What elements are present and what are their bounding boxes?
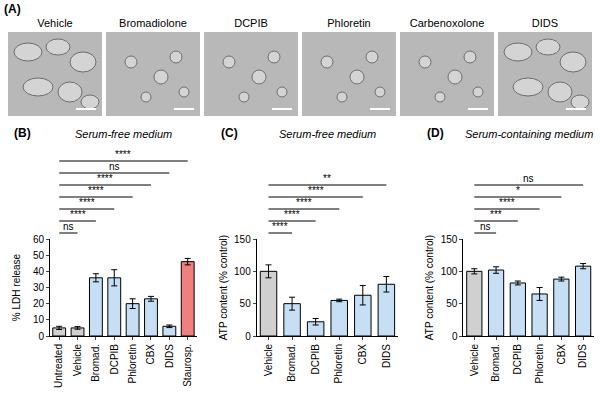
svg-text:****: **** bbox=[79, 197, 95, 208]
svg-text:****: **** bbox=[308, 185, 324, 196]
svg-text:ns: ns bbox=[109, 161, 120, 172]
svg-text:**: ** bbox=[323, 173, 331, 184]
svg-text:CBX: CBX bbox=[145, 344, 156, 365]
svg-text:Untreated: Untreated bbox=[53, 344, 64, 388]
svg-text:30: 30 bbox=[33, 282, 45, 293]
svg-text:***: *** bbox=[490, 209, 502, 220]
svg-text:Serum-free medium: Serum-free medium bbox=[279, 128, 376, 140]
svg-text:150: 150 bbox=[441, 234, 458, 245]
svg-text:Bromad.: Bromad. bbox=[90, 344, 101, 382]
svg-text:Vehicle: Vehicle bbox=[469, 344, 480, 377]
svg-text:****: **** bbox=[296, 197, 312, 208]
svg-text:Serum-free medium: Serum-free medium bbox=[75, 128, 172, 140]
svg-text:ATP content (% control): ATP content (% control) bbox=[424, 235, 435, 340]
svg-text:50: 50 bbox=[446, 298, 458, 309]
svg-text:Vehicle: Vehicle bbox=[37, 17, 72, 29]
svg-text:ns: ns bbox=[480, 221, 491, 232]
svg-text:% LDH release: % LDH release bbox=[11, 253, 22, 321]
svg-text:DIDS: DIDS bbox=[164, 344, 175, 368]
svg-text:0: 0 bbox=[245, 331, 251, 342]
svg-text:Staurosp.: Staurosp. bbox=[182, 344, 193, 387]
svg-text:****: **** bbox=[115, 149, 131, 160]
svg-text:40: 40 bbox=[33, 266, 45, 277]
svg-text:60: 60 bbox=[33, 234, 45, 245]
svg-text:****: **** bbox=[70, 209, 86, 220]
svg-text:****: **** bbox=[272, 221, 288, 232]
svg-text:DCPIB: DCPIB bbox=[310, 344, 321, 375]
svg-text:DIDS: DIDS bbox=[577, 344, 588, 368]
svg-text:50: 50 bbox=[33, 250, 45, 261]
svg-text:CBX: CBX bbox=[357, 344, 368, 365]
svg-text:Carbenoxolone: Carbenoxolone bbox=[410, 17, 485, 29]
svg-text:Phloretin: Phloretin bbox=[327, 17, 370, 29]
svg-text:50: 50 bbox=[240, 298, 252, 309]
svg-text:ns: ns bbox=[523, 173, 534, 184]
svg-text:0: 0 bbox=[452, 331, 458, 342]
svg-text:DCPIB: DCPIB bbox=[234, 17, 268, 29]
svg-text:Vehicle: Vehicle bbox=[72, 344, 83, 377]
svg-text:*: * bbox=[516, 185, 520, 196]
svg-text:ns: ns bbox=[63, 221, 74, 232]
svg-text:20: 20 bbox=[33, 298, 45, 309]
svg-text:****: **** bbox=[284, 209, 300, 220]
svg-text:100: 100 bbox=[234, 266, 251, 277]
svg-text:****: **** bbox=[88, 185, 104, 196]
svg-text:Bromadiolone: Bromadiolone bbox=[119, 17, 187, 29]
svg-text:Phloretin: Phloretin bbox=[127, 344, 138, 383]
svg-text:(A): (A) bbox=[4, 2, 21, 16]
svg-text:100: 100 bbox=[441, 266, 458, 277]
svg-text:****: **** bbox=[97, 173, 113, 184]
svg-text:Vehicle: Vehicle bbox=[263, 344, 274, 377]
svg-text:150: 150 bbox=[234, 234, 251, 245]
svg-text:10: 10 bbox=[33, 314, 45, 325]
svg-text:DIDS: DIDS bbox=[532, 17, 558, 29]
svg-text:Phloretin: Phloretin bbox=[333, 344, 344, 383]
svg-text:Serum-containing medium: Serum-containing medium bbox=[465, 128, 593, 140]
svg-text:0: 0 bbox=[38, 331, 44, 342]
svg-text:(B): (B) bbox=[14, 126, 31, 140]
svg-text:DCPIB: DCPIB bbox=[512, 344, 523, 375]
svg-text:(D): (D) bbox=[427, 126, 444, 140]
svg-text:****: **** bbox=[499, 197, 515, 208]
svg-text:DIDS: DIDS bbox=[381, 344, 392, 368]
svg-text:ATP content (% control): ATP content (% control) bbox=[218, 235, 229, 340]
svg-text:DCPIB: DCPIB bbox=[109, 344, 120, 375]
svg-text:Bromad.: Bromad. bbox=[286, 344, 297, 382]
svg-text:(C): (C) bbox=[221, 126, 238, 140]
svg-text:Bromad.: Bromad. bbox=[490, 344, 501, 382]
svg-text:CBX: CBX bbox=[556, 344, 567, 365]
svg-text:Phloretin: Phloretin bbox=[534, 344, 545, 383]
